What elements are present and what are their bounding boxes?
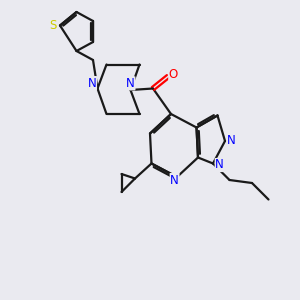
Text: N: N — [215, 158, 224, 172]
Text: O: O — [169, 68, 178, 81]
Text: S: S — [50, 19, 57, 32]
Text: N: N — [227, 134, 236, 148]
Text: N: N — [126, 77, 135, 90]
Text: N: N — [170, 173, 179, 187]
Text: N: N — [88, 76, 97, 90]
